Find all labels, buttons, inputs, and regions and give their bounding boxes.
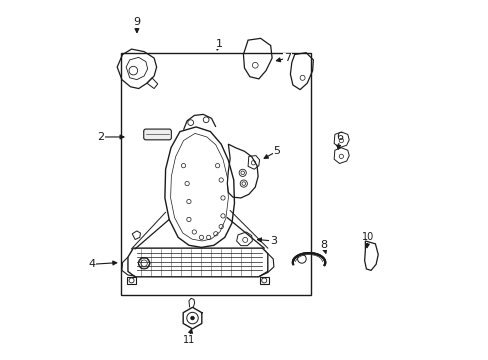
Text: 7: 7 xyxy=(284,53,290,63)
Text: 10: 10 xyxy=(361,232,374,242)
Text: 1: 1 xyxy=(216,39,223,49)
Text: 9: 9 xyxy=(133,17,140,27)
Bar xyxy=(121,53,310,295)
Circle shape xyxy=(190,316,194,320)
Text: 5: 5 xyxy=(273,146,280,156)
Text: 4: 4 xyxy=(88,259,96,269)
Text: 6: 6 xyxy=(335,132,342,142)
Text: 3: 3 xyxy=(269,236,276,246)
Text: 2: 2 xyxy=(97,132,104,142)
Text: 8: 8 xyxy=(319,239,326,249)
Text: 11: 11 xyxy=(183,334,195,345)
FancyBboxPatch shape xyxy=(143,129,171,140)
